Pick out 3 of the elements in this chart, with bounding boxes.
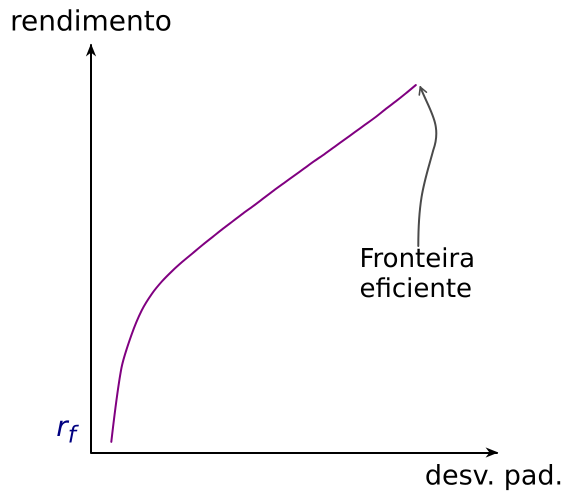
text: Fronteira eficiente [359,244,476,305]
y-axis-title: rendimento [10,4,172,38]
x-axis-title: desv. pad. [424,460,564,492]
